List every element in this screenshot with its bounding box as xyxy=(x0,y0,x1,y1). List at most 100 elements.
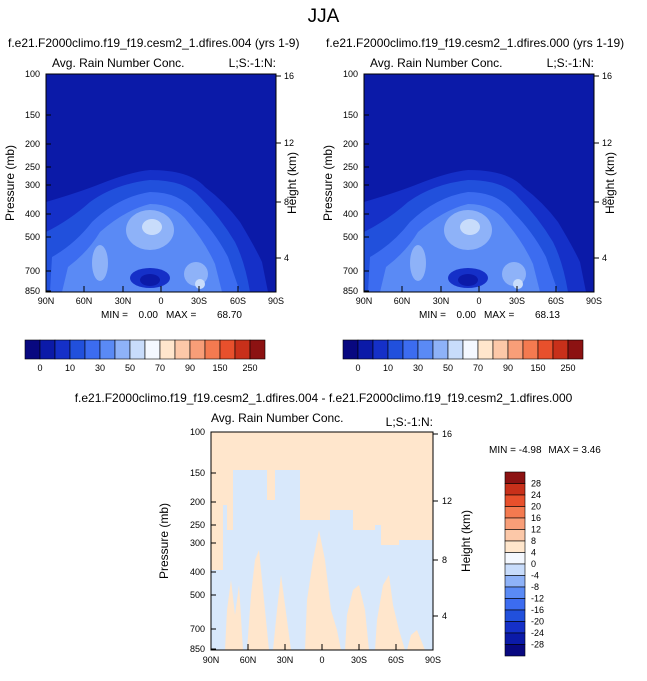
right-label: L;S:-1:N: xyxy=(229,56,276,70)
right-label: L;S:-1:N: xyxy=(547,56,594,70)
right-tick-label: 12 xyxy=(284,138,294,148)
colorbar-swatch xyxy=(504,494,526,507)
colorbar-swatch xyxy=(174,339,191,360)
min-label: MIN = xyxy=(489,445,516,456)
x-tick-label: 0 xyxy=(476,296,481,306)
x-tick-labels: 90N 60N 30N 0 30S 60S 90S xyxy=(356,296,602,306)
panel-b-plot: Avg. Rain Number Conc. L;S:-1:N: 100 150… xyxy=(321,56,617,321)
colorbar-swatch xyxy=(504,632,526,645)
colorbar-swatch xyxy=(504,586,526,599)
field-level-7b xyxy=(513,279,523,289)
x-tick-label: 60S xyxy=(230,296,246,306)
colorbar-swatch xyxy=(402,339,419,360)
max-value: 68.13 xyxy=(535,310,560,321)
y-ticks xyxy=(364,73,369,292)
panel-a-colorbar: 0 10 30 50 70 90 150 250 xyxy=(24,339,266,373)
y-tick-label: 500 xyxy=(25,232,40,242)
colorbar-swatch xyxy=(372,339,389,360)
colorbar-swatch xyxy=(504,471,526,484)
x-tick-label: 30S xyxy=(191,296,207,306)
min-label: MIN = xyxy=(101,310,128,321)
right-tick-label: 8 xyxy=(284,197,289,207)
y-tick-label: 300 xyxy=(343,180,358,190)
y-tick-label: 150 xyxy=(190,468,205,478)
y-tick-label: 850 xyxy=(25,286,40,296)
x-tick-label: 0 xyxy=(319,655,324,665)
field-level-6b xyxy=(410,245,426,281)
colorbar-swatch xyxy=(567,339,584,360)
colorbar-label: 0 xyxy=(37,363,42,373)
colorbar-label: 150 xyxy=(530,363,545,373)
colorbar-label: 0 xyxy=(531,559,536,569)
diff-field-positive-4 xyxy=(305,530,341,650)
diff-stats: MIN = -4.98 MAX = 3.46 xyxy=(489,445,601,456)
colorbar-label: -16 xyxy=(531,605,544,615)
y-tick-label: 150 xyxy=(25,110,40,120)
colorbar-label: 90 xyxy=(503,363,513,373)
diff-field-negative-2 xyxy=(329,528,337,565)
colorbar-label: 70 xyxy=(473,363,483,373)
x-tick-label: 60N xyxy=(394,296,411,306)
max-value: 3.46 xyxy=(581,445,601,456)
colorbar-label: -8 xyxy=(531,582,539,592)
right-tick-label: 4 xyxy=(442,611,447,621)
right-tick-label: 12 xyxy=(602,138,612,148)
field-level-7 xyxy=(142,219,162,235)
colorbar-swatch xyxy=(432,339,449,360)
colorbar-label: -24 xyxy=(531,628,544,638)
colorbar-swatch xyxy=(504,621,526,634)
colorbar-label: -4 xyxy=(531,571,539,581)
right-tick-label: 4 xyxy=(602,253,607,263)
y-tick-label: 100 xyxy=(343,69,358,79)
colorbar-label: 24 xyxy=(531,490,541,500)
colorbar-swatch xyxy=(504,483,526,496)
x-tick-label: 30N xyxy=(277,655,294,665)
panel-a-title: f.e21.F2000climo.f19_f19.cesm2_1.dfires.… xyxy=(8,36,300,50)
colorbar-swatch xyxy=(504,540,526,553)
colorbar-label: 12 xyxy=(531,525,541,535)
y-right-axis-label: Height (km) xyxy=(285,152,299,214)
stats: MIN = 0.00 MAX = 68.13 xyxy=(419,310,560,321)
colorbar-swatch xyxy=(114,339,131,360)
colorbar-label: 20 xyxy=(531,502,541,512)
colorbar-swatch xyxy=(24,339,41,360)
colorbar-swatch xyxy=(129,339,146,360)
page-title: JJA xyxy=(307,6,340,27)
x-tick-label: 90N xyxy=(203,655,220,665)
colorbar-label: -20 xyxy=(531,617,544,627)
field-level-7 xyxy=(460,219,480,235)
colorbar-label: 10 xyxy=(65,363,75,373)
colorbar-swatch xyxy=(249,339,266,360)
y-tick-label: 300 xyxy=(190,538,205,548)
left-label: Avg. Rain Number Conc. xyxy=(370,56,503,70)
colorbar-label: -12 xyxy=(531,594,544,604)
colorbar-swatch xyxy=(189,339,206,360)
colorbar-swatch xyxy=(54,339,71,360)
y-right-axis-label: Height (km) xyxy=(459,510,473,572)
colorbar-label: 28 xyxy=(531,479,541,489)
colorbar-label: 90 xyxy=(185,363,195,373)
diff-field-positive-2 xyxy=(247,550,269,650)
colorbar-label: 30 xyxy=(95,363,105,373)
min-value: 0.00 xyxy=(139,310,159,321)
colorbar-swatch xyxy=(462,339,479,360)
colorbar-swatch xyxy=(342,339,359,360)
min-label: MIN = xyxy=(419,310,446,321)
y-tick-label: 200 xyxy=(25,139,40,149)
diff-field-positive-3 xyxy=(273,575,291,650)
y-tick-label: 700 xyxy=(25,266,40,276)
x-ticks xyxy=(363,286,595,292)
colorbar-swatch xyxy=(39,339,56,360)
colorbar-label: 16 xyxy=(531,513,541,523)
y-tick-label: 400 xyxy=(25,209,40,219)
y-tick-label: 700 xyxy=(343,266,358,276)
x-tick-label: 60S xyxy=(388,655,404,665)
x-tick-labels: 90N 60N 30N 0 30S 60S 90S xyxy=(38,296,284,306)
colorbar-label: 250 xyxy=(242,363,257,373)
field-level-6b xyxy=(92,245,108,281)
y-tick-label: 400 xyxy=(343,209,358,219)
colorbar-swatch xyxy=(504,563,526,576)
colorbar-label: 50 xyxy=(443,363,453,373)
right-tick-label: 16 xyxy=(442,429,452,439)
colorbar-swatch xyxy=(504,506,526,519)
